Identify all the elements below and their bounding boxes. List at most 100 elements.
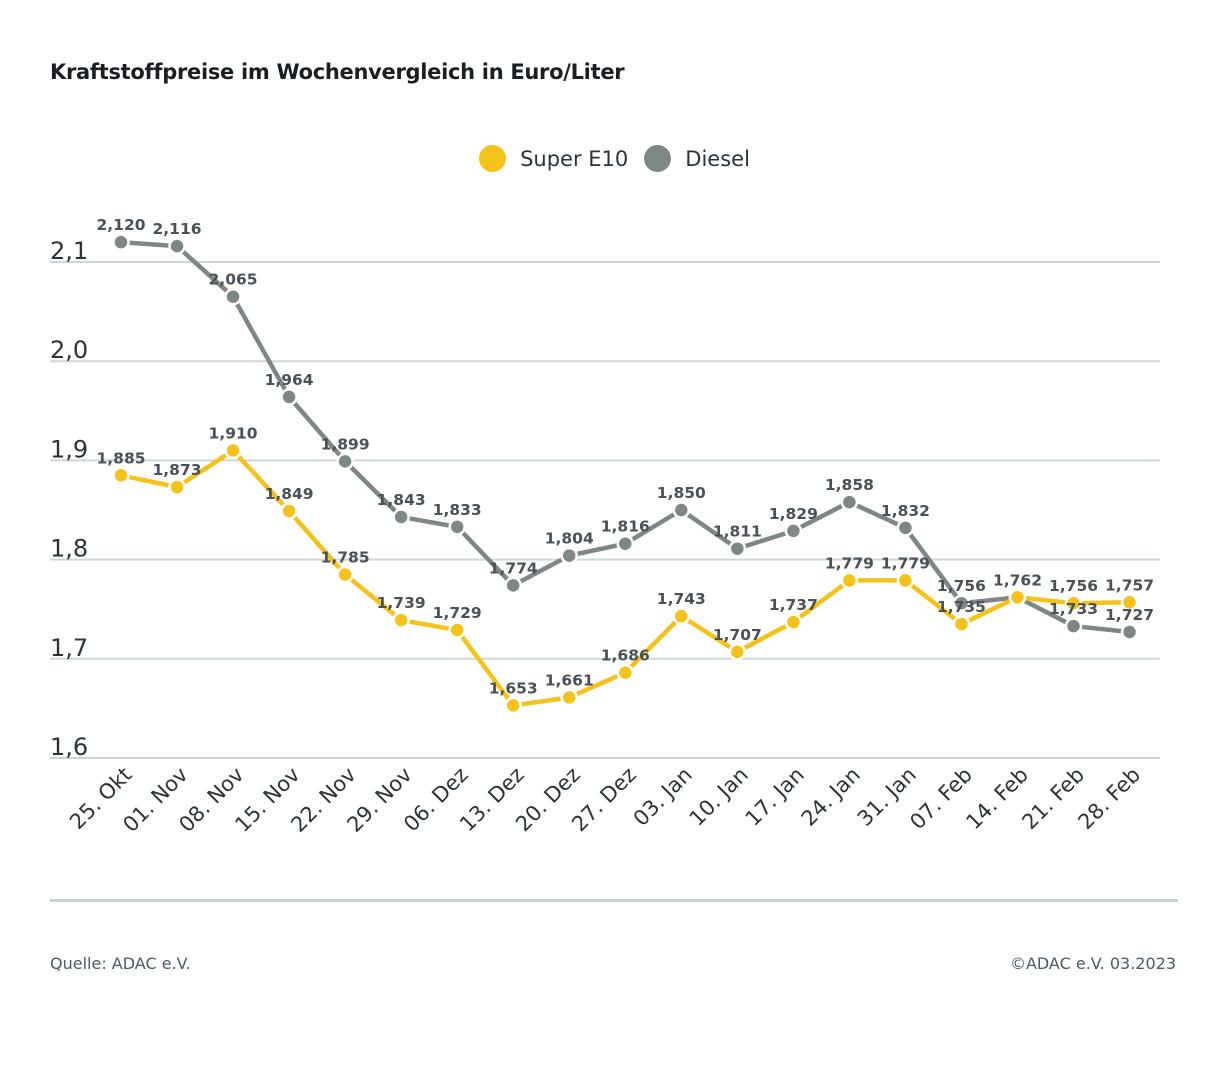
data-label-diesel: 1,858 [825,476,874,494]
data-label-diesel: 1,804 [545,530,594,548]
data-label-super-e10: 1,707 [713,626,762,644]
data-label-diesel: 1,816 [601,518,650,536]
data-point-super-e10 [224,441,242,460]
data-label-diesel: 2,116 [153,220,202,238]
data-label-super-e10: 1,885 [96,449,145,467]
data-label-super-e10: 1,729 [433,604,482,622]
data-label-super-e10: 1,873 [153,461,202,479]
data-label-super-e10: 1,756 [1049,577,1098,595]
series-super-e10 [112,441,1139,715]
data-label-super-e10: 1,686 [601,647,650,665]
series-diesel [112,233,1139,641]
data-label-diesel: 1,964 [265,371,314,389]
copyright-note: ©ADAC e.V. 03.2023 [1009,954,1176,973]
x-tick-label: 10. Jan [685,763,753,831]
grid: 2,1 2,0 1,9 1,8 1,7 1,6 [50,237,1160,761]
data-label-diesel: 2,065 [209,271,258,289]
data-point-super-e10 [336,565,354,584]
data-point-diesel [1120,623,1139,641]
data-point-diesel [112,233,130,251]
x-tick-label: 24. Jan [797,763,865,831]
data-point-super-e10 [112,466,130,485]
data-labels: 1,885 1,873 1,910 1,849 1,785 1,739 1,729 1,653… [96,216,1154,697]
data-point-diesel [672,501,691,519]
data-label-diesel: 1,899 [321,435,370,453]
data-point-super-e10 [448,621,466,639]
data-label-super-e10: 1,779 [825,554,874,572]
data-point-super-e10 [784,613,803,631]
data-label-diesel: 1,756 [937,577,986,595]
data-label-diesel: 1,829 [769,505,818,523]
legend-dot-super-e10 [479,145,507,172]
data-point-super-e10 [672,607,691,625]
data-label-diesel: 2,120 [96,216,145,234]
data-label-diesel: 1,843 [377,491,426,509]
y-tick-label: 2,0 [50,336,88,364]
data-label-diesel: 1,811 [713,523,762,541]
data-point-diesel [896,519,915,537]
series-line-diesel [118,239,1132,635]
data-label-super-e10: 1,661 [545,671,594,689]
data-point-super-e10 [840,571,859,590]
y-tick-label: 1,8 [50,535,88,563]
data-point-diesel [1064,617,1083,635]
data-point-diesel [560,546,578,565]
data-point-super-e10 [952,615,971,633]
legend-dot-diesel [644,145,672,172]
x-tick-label: 17. Jan [741,763,809,831]
data-label-super-e10: 1,739 [377,594,426,612]
data-point-super-e10 [616,663,635,682]
legend-item-diesel: Diesel [644,145,750,172]
data-label-super-e10: 1,910 [209,424,258,442]
data-label-super-e10: 1,785 [321,548,370,566]
y-tick-label: 1,7 [50,634,88,662]
data-label-super-e10: 1,737 [769,596,818,614]
data-label-diesel: 1,727 [1105,606,1154,624]
legend-item-super-e10: Super E10 [479,145,628,172]
legend-label-diesel: Diesel [685,146,750,171]
data-label-diesel: 1,762 [993,571,1042,589]
data-point-super-e10 [1120,593,1139,612]
data-point-super-e10 [392,611,410,629]
data-point-super-e10 [168,478,186,496]
data-point-diesel [224,287,242,306]
data-label-diesel: 1,733 [1049,600,1098,618]
data-point-diesel [840,493,859,511]
data-point-diesel [336,452,354,471]
y-tick-label: 1,6 [50,733,88,761]
data-point-super-e10 [280,502,298,520]
data-point-diesel [728,539,747,558]
data-label-super-e10: 1,653 [489,679,538,697]
data-label-super-e10: 1,757 [1105,576,1154,594]
data-label-diesel: 1,850 [657,484,706,502]
data-label-diesel: 1,833 [433,501,482,519]
data-point-super-e10 [1008,588,1027,607]
source-note: Quelle: ADAC e.V. [50,954,191,973]
data-point-super-e10 [504,696,522,715]
data-label-super-e10: 1,743 [657,590,706,608]
data-point-diesel [616,534,635,553]
chart-title: Kraftstoffpreise im Wochenvergleich in E… [50,60,625,84]
data-point-diesel [952,594,971,612]
data-point-diesel [280,388,298,406]
x-tick-label: 28. Feb [1073,763,1145,835]
x-tick-label: 03. Jan [629,763,697,831]
y-tick-label: 2,1 [50,237,88,265]
data-point-diesel [392,508,410,526]
data-label-super-e10: 1,779 [881,554,930,572]
data-point-super-e10 [728,643,747,661]
data-label-diesel: 1,774 [489,559,538,577]
data-point-diesel [504,576,522,595]
legend-label-super-e10: Super E10 [520,146,629,171]
data-point-diesel [784,522,803,540]
data-label-super-e10: 1,735 [937,598,986,616]
data-label-super-e10: 1,849 [265,485,314,503]
data-point-super-e10 [560,688,578,707]
data-point-diesel [168,237,186,255]
data-label-diesel: 1,832 [881,502,930,520]
y-tick-label: 1,9 [50,435,88,463]
data-point-super-e10 [1064,594,1083,612]
footer-divider [50,899,1178,902]
